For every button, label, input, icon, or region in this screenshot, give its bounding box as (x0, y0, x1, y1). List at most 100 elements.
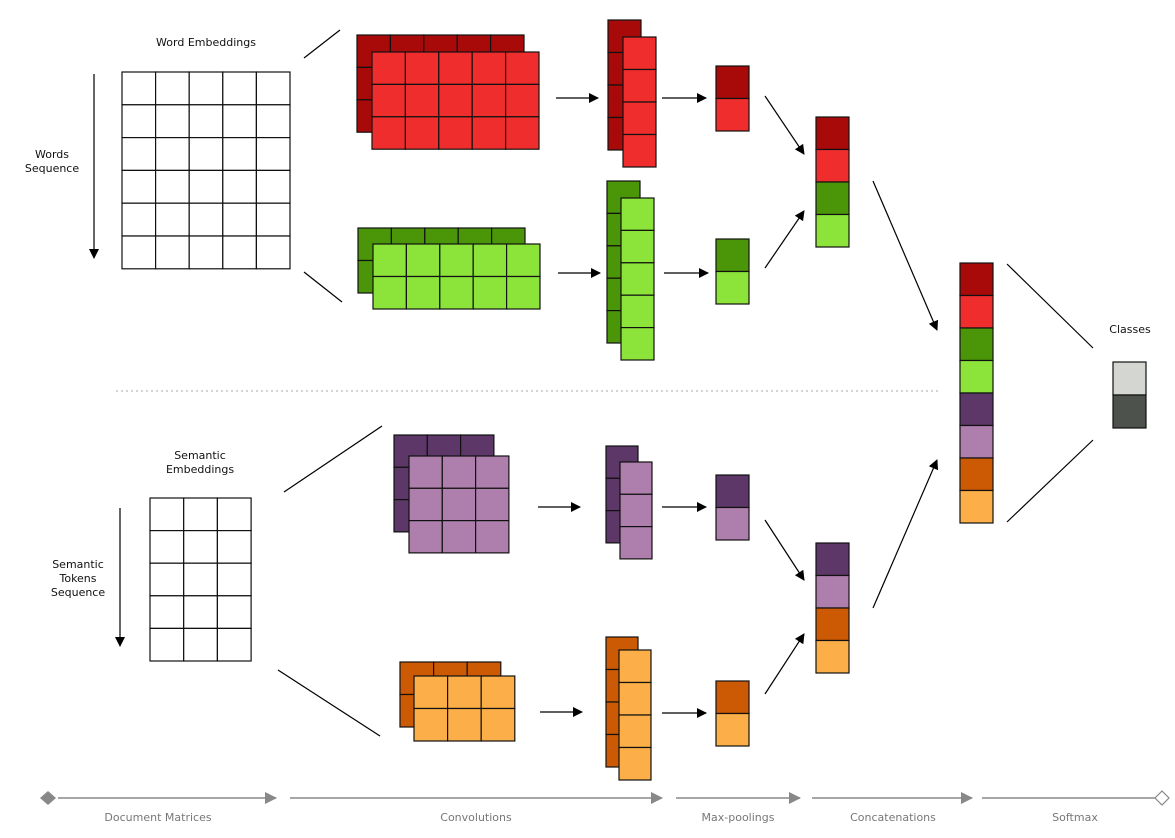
funnel-line-semantic-bottom (277, 669, 381, 737)
word-embedding-matrix-cell (188, 137, 224, 172)
semantic-embedding-matrix-cell (183, 529, 218, 564)
final-concatenation-cell (959, 359, 994, 394)
semantic-tokens-sequence-label-line3: Sequence (51, 586, 105, 599)
conv-feature-map-green-front-cell (372, 275, 408, 310)
semantic-embedding-matrix-cell (149, 595, 185, 629)
conv-feature-map-red-front-cell (471, 51, 507, 86)
conv-feature-map-red-front-cell (371, 116, 407, 150)
semantic-embedding-matrix-cell (149, 529, 185, 564)
feature-column-orange-front-cell (618, 714, 652, 749)
conv-feature-map-green-front-cell (472, 275, 508, 310)
semantic-embeddings-label-line1: Semantic (174, 449, 226, 462)
conv-feature-map-green-front-cell (506, 275, 541, 310)
final-concatenation-cell (959, 294, 994, 329)
word-embedding-matrix-cell (121, 104, 157, 139)
feature-column-green-front-cell (620, 294, 655, 329)
word-embedding-matrix-cell (188, 202, 224, 237)
stage-label-document-matrices: Document Matrices (104, 811, 211, 824)
feature-column-purple-front-cell (619, 525, 653, 560)
funnel-line-word-bottom (303, 271, 343, 303)
semantic-embedding-matrix-cell (216, 562, 252, 597)
semantic-tokens-sequence-label-line2: Tokens (58, 572, 96, 585)
semantic-embedding-matrix-cell (216, 497, 252, 532)
word-embedding-matrix-cell (255, 202, 291, 237)
final-concatenation-cell (959, 424, 994, 459)
semantic-embedding-matrix-cell (149, 627, 185, 662)
word-embedding-matrix-cell (155, 169, 190, 204)
final-concatenation-cell (959, 489, 994, 524)
maxpool-output-green-cell (715, 238, 750, 273)
word-embedding-matrix-cell (222, 235, 258, 270)
timeline-start-diamond (40, 791, 56, 805)
conv-feature-map-purple-front-cell (475, 519, 510, 554)
feature-column-green-front-cell (620, 229, 655, 264)
word-embedding-matrix-cell (121, 137, 157, 172)
word-embedding-matrix-cell (255, 169, 291, 204)
conv-feature-map-purple-front-cell (475, 487, 510, 522)
concatenation-word-cell (815, 181, 850, 216)
diagram-shapes (40, 19, 1170, 806)
word-embedding-matrix-cell (188, 71, 224, 106)
maxpool-output-purple-cell (715, 474, 750, 509)
conv-feature-map-red-front-cell (404, 116, 440, 150)
conv-feature-map-purple-front-cell (408, 519, 443, 554)
feature-column-red-front-cell (622, 36, 657, 71)
softmax-funnel-top (1006, 263, 1094, 349)
word-embedding-matrix-cell (121, 169, 157, 204)
semantic-embedding-matrix-cell (183, 627, 218, 662)
conv-feature-map-red-front-cell (371, 83, 407, 118)
feature-column-orange-front-cell (618, 746, 652, 781)
feature-column-red-front-cell (622, 133, 657, 168)
maxpool-output-red-cell (715, 65, 750, 100)
word-embedding-matrix-cell (188, 235, 224, 270)
conv-feature-map-red-front-cell (404, 51, 440, 86)
word-embedding-matrix-cell (222, 169, 258, 204)
conv-feature-map-green-front-cell (506, 243, 541, 278)
arrow-pool-to-concat-red (764, 95, 805, 155)
stage-label-softmax: Softmax (1052, 811, 1098, 824)
conv-feature-map-purple-front-cell (441, 519, 477, 554)
concatenation-semantic-cell (815, 542, 850, 577)
feature-column-green-front-cell (620, 197, 655, 232)
conv-feature-map-purple-front-cell (441, 455, 477, 489)
semantic-embedding-matrix-cell (183, 595, 218, 629)
feature-column-orange-front-cell (618, 649, 652, 684)
maxpool-output-orange-cell (715, 712, 750, 747)
arrow-pool-to-concat-purple (764, 519, 805, 581)
concatenation-semantic-cell (815, 607, 850, 642)
conv-feature-map-red-front-cell (371, 51, 407, 86)
feature-column-red-front-cell (622, 101, 657, 136)
words-sequence-label-line2: Sequence (25, 162, 79, 175)
maxpool-output-green-cell (715, 270, 750, 305)
feature-column-purple-front-cell (619, 493, 653, 528)
concatenation-word-cell (815, 148, 850, 183)
word-embeddings-label: Word Embeddings (156, 36, 256, 49)
feature-column-green-front-cell (620, 262, 655, 296)
concatenation-semantic-cell (815, 639, 850, 674)
word-embedding-matrix-cell (255, 137, 291, 172)
maxpool-output-orange-cell (715, 680, 750, 715)
conv-feature-map-green-front-cell (372, 243, 408, 278)
conv-feature-map-red-front-cell (505, 116, 540, 150)
word-embedding-matrix-cell (222, 137, 258, 172)
word-embedding-matrix-cell (255, 71, 291, 106)
semantic-embedding-matrix-cell (216, 627, 252, 662)
semantic-embedding-matrix-cell (216, 529, 252, 564)
classes-output-cell (1112, 394, 1147, 429)
words-sequence-label-line1: Words (35, 148, 69, 161)
arrow-concat-to-final-semantic (872, 459, 939, 609)
word-embedding-matrix-cell (155, 137, 190, 172)
final-concatenation-cell (959, 457, 994, 492)
conv-feature-map-red-front-cell (471, 83, 507, 118)
conv-feature-map-orange-front-cell (480, 707, 516, 742)
conv-feature-map-red-front-cell (438, 51, 473, 86)
maxpool-output-purple-cell (715, 506, 750, 541)
final-concatenation-cell (959, 262, 994, 297)
semantic-tokens-sequence-label-line1: Semantic (52, 558, 104, 571)
conv-feature-map-orange-front-cell (413, 675, 449, 710)
conv-feature-map-red-front-cell (471, 116, 507, 150)
word-embedding-matrix-cell (121, 235, 157, 270)
word-embedding-matrix-cell (255, 235, 291, 270)
conv-feature-map-red-front-cell (438, 83, 473, 118)
final-concatenation-cell (959, 392, 994, 427)
